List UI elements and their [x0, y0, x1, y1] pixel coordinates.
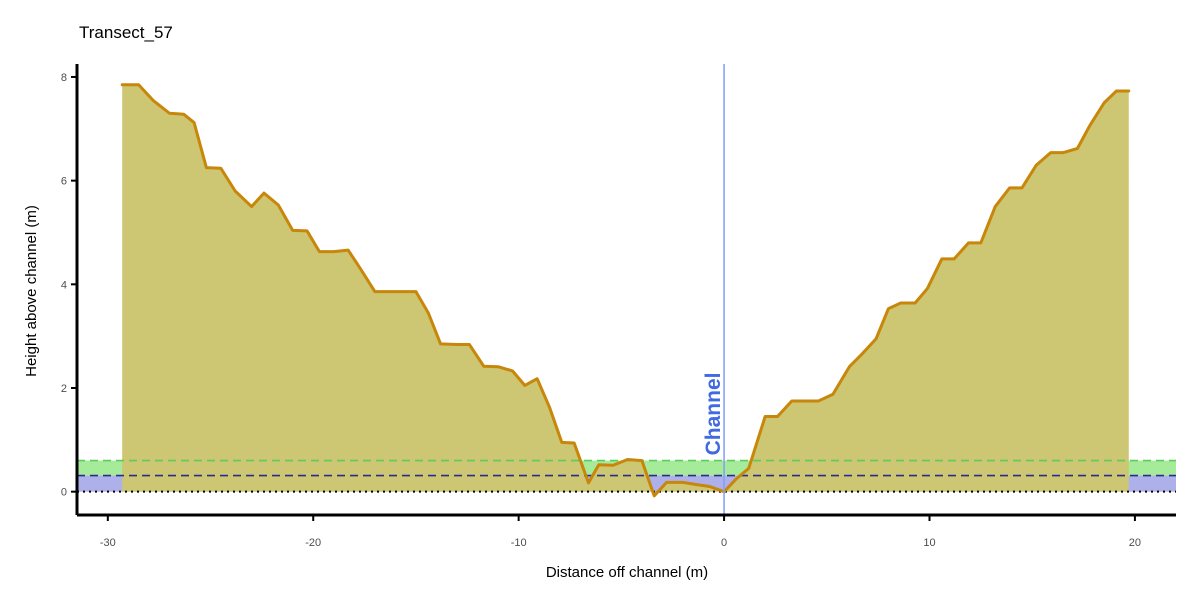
profile-line — [120, 83, 1131, 498]
x-tick-label: 10 — [923, 537, 935, 549]
x-tick-label: -20 — [305, 537, 321, 549]
channel-label: Channel — [702, 373, 725, 456]
plot-area: Channel — [77, 64, 1176, 515]
x-tick-label: 0 — [721, 537, 727, 549]
y-axis-title: Height above channel (m) — [23, 205, 40, 377]
y-tick-label: 8 — [61, 72, 67, 84]
profile-area — [122, 84, 1129, 496]
y-tick-label: 6 — [61, 176, 67, 188]
x-tick-label: 20 — [1129, 537, 1141, 549]
axes: -30 -20 -10 0 10 20 0 2 4 6 8 — [61, 64, 1176, 549]
y-tick-label: 4 — [61, 279, 67, 291]
x-axis-title: Distance off channel (m) — [546, 564, 708, 581]
x-tick-label: -10 — [511, 537, 527, 549]
y-tick-label: 2 — [61, 383, 67, 395]
y-tick-label: 0 — [61, 487, 67, 499]
chart-title: Transect_57 — [79, 23, 173, 42]
x-tick-label: -30 — [100, 537, 116, 549]
